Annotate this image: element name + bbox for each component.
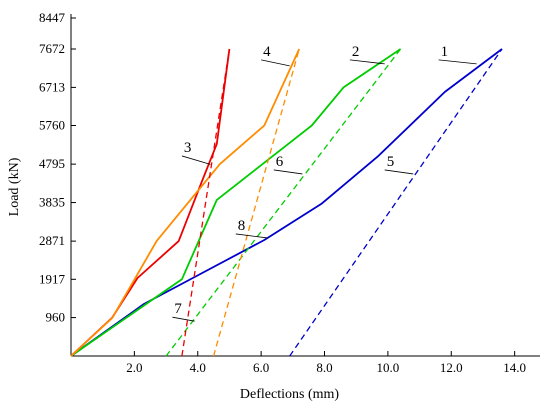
label-leader-line bbox=[235, 233, 268, 239]
series-line-4 bbox=[70, 48, 301, 357]
x-tick-label: 8.0 bbox=[316, 360, 332, 375]
label-leader-line bbox=[438, 59, 477, 65]
label-leader-line bbox=[181, 155, 211, 165]
series-line-2 bbox=[70, 48, 402, 357]
series-label-2: 2 bbox=[352, 44, 360, 60]
series-label-3: 3 bbox=[184, 140, 192, 156]
series-line-8 bbox=[212, 48, 300, 357]
series-lines bbox=[70, 48, 503, 357]
series-label-1: 1 bbox=[441, 44, 449, 60]
series-labels: 1 2 3 4 5 6 7 8 bbox=[172, 44, 477, 322]
series-label-6: 6 bbox=[276, 154, 284, 170]
label-leader-line bbox=[349, 59, 385, 65]
x-axis-title: Deflections (mm) bbox=[240, 387, 339, 402]
x-tick-label: 10.0 bbox=[377, 360, 400, 375]
series-line-7 bbox=[181, 48, 231, 357]
x-tick-label: 4.0 bbox=[190, 360, 206, 375]
label-leader-line bbox=[384, 169, 414, 175]
label-leader-line bbox=[261, 59, 290, 67]
series-line-6 bbox=[165, 48, 402, 357]
y-tick-label: 2871 bbox=[39, 233, 65, 248]
y-tick-label: 1917 bbox=[39, 271, 66, 286]
label-leader-line bbox=[273, 169, 303, 175]
y-tick-label: 6713 bbox=[39, 79, 65, 94]
label-leader-line bbox=[172, 316, 195, 322]
x-tick-label: 12.0 bbox=[440, 360, 463, 375]
y-tick-label: 5760 bbox=[39, 118, 65, 133]
axes: 2.0 4.0 6.0 8.0 10.0 12.0 14.09601917287138354… bbox=[7, 10, 540, 402]
y-tick-label: 960 bbox=[46, 310, 66, 325]
x-tick-label: 14.0 bbox=[503, 360, 526, 375]
x-tick-label: 2.0 bbox=[126, 360, 142, 375]
y-tick-label: 3835 bbox=[39, 195, 65, 210]
series-label-4: 4 bbox=[263, 44, 271, 60]
x-tick-label: 6.0 bbox=[253, 360, 269, 375]
y-tick-label: 7672 bbox=[39, 41, 65, 56]
y-tick-label: 8447 bbox=[39, 10, 66, 25]
series-label-7: 7 bbox=[174, 301, 182, 317]
y-tick-label: 4795 bbox=[39, 156, 65, 171]
series-line-5 bbox=[289, 48, 503, 357]
y-axis-title: Load (kN) bbox=[7, 157, 22, 216]
series-label-8: 8 bbox=[238, 218, 246, 234]
series-label-5: 5 bbox=[387, 154, 395, 170]
